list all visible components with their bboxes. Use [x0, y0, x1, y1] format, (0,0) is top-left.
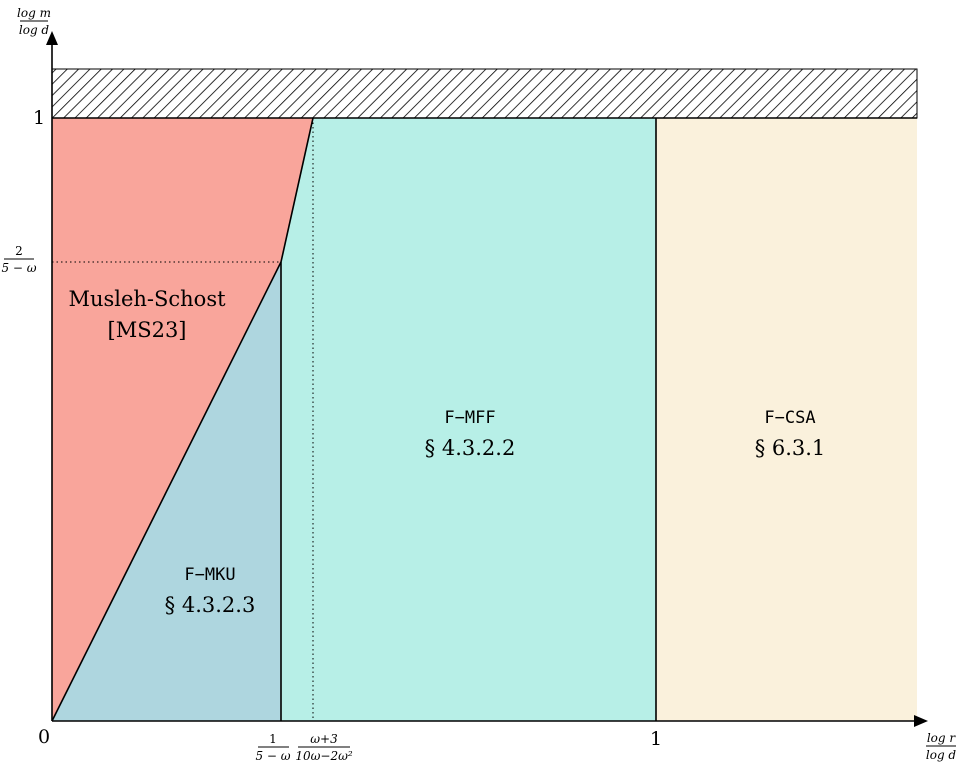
csa-region — [656, 118, 917, 721]
y-tick-one: 1 — [33, 107, 45, 129]
csa-ref: § 6.3.1 — [755, 436, 826, 460]
x-tick-frac-b-numerator: ω+3 — [310, 732, 338, 746]
x-tick-frac-b-denominator: 10ω−2ω² — [295, 749, 353, 763]
x-axis-label-denominator: log d — [926, 748, 957, 762]
x-tick-one: 1 — [650, 728, 662, 750]
forbidden-hatched-band — [51, 68, 918, 119]
musleh-schost-name: Musleh-Schost — [68, 287, 226, 311]
csa-name: F−CSA — [764, 408, 815, 428]
musleh-schost-region — [52, 118, 313, 721]
y-axis-label-denominator: log d — [19, 23, 50, 37]
y-tick-frac-denominator: 5 − ω — [1, 261, 36, 275]
x-tick-frac-a-numerator: 1 — [269, 732, 277, 746]
mff-region — [281, 118, 656, 721]
y-tick-frac-numerator: 2 — [15, 244, 23, 258]
mku-ref: § 4.3.2.3 — [165, 593, 256, 617]
mku-diagonal-boundary — [51, 261, 282, 722]
mff-ref: § 4.3.2.2 — [425, 436, 516, 460]
mff-name: F−MFF — [444, 408, 495, 428]
x-axis-label-numerator: log r — [927, 731, 957, 745]
origin-label: 0 — [38, 726, 50, 748]
musleh-schost-ref: [MS23] — [108, 318, 187, 342]
x-tick-frac-a-denominator: 5 − ω — [255, 749, 290, 763]
y-axis-arrowhead — [46, 31, 58, 45]
y-axis-label-numerator: log m — [17, 6, 51, 20]
mku-name: F−MKU — [184, 565, 235, 585]
x-axis-arrowhead — [914, 715, 928, 727]
steep-boundary — [280, 117, 314, 263]
